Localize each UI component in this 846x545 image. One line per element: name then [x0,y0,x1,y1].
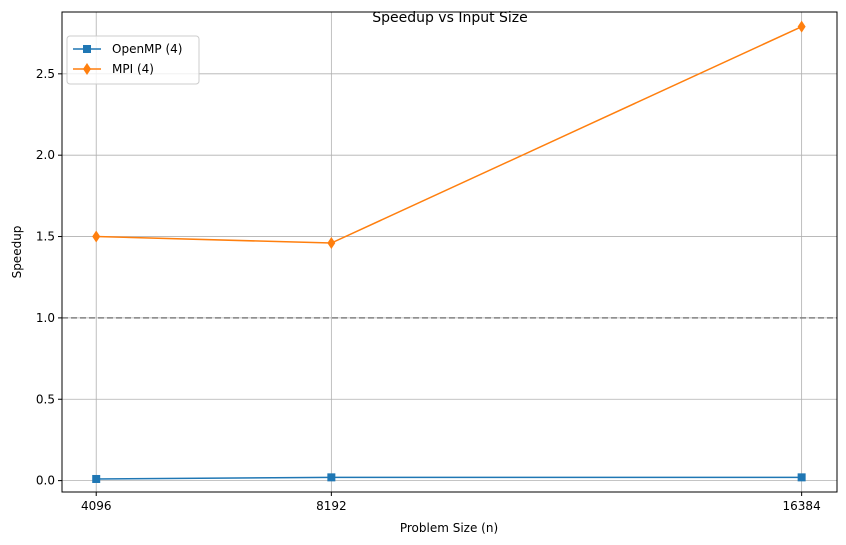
chart-title: Speedup vs Input Size [372,10,528,26]
data-point-mpi-4 [92,230,101,243]
series-line-mpi-4 [96,25,802,244]
series-layer [92,20,806,483]
legend-box [66,35,200,85]
plot-frame [61,11,838,493]
x-tick-label: 8192 [316,499,347,513]
legend-marker-mpi-4 [83,63,91,75]
y-tick-label: 2.5 [36,67,55,81]
data-point-mpi-4 [797,20,806,33]
data-point-openmp-4 [797,473,806,482]
data-point-openmp-4 [92,474,101,483]
y-tick-label: 2.0 [36,148,55,162]
legend-label-mpi-4: MPI (4) [112,62,154,76]
data-point-openmp-4 [327,473,336,482]
ticks: 4096 8192 16384 0.0 0.5 1.0 1.5 2.0 2.5 [36,67,821,513]
legend-label-openmp-4: OpenMP (4) [112,42,182,56]
x-axis-label: Problem Size (n) [400,521,498,535]
y-tick-label: 1.0 [36,311,55,325]
x-tick-label: 4096 [81,499,112,513]
x-tick-label: 16384 [783,499,821,513]
legend-marker-openmp-4 [83,45,91,53]
series-line-openmp-4 [96,476,802,480]
data-point-mpi-4 [327,237,336,250]
y-tick-label: 0.5 [36,392,55,406]
y-tick-label: 0.0 [36,474,55,488]
y-tick-label: 1.5 [36,230,55,244]
y-axis-label: Speedup [10,226,24,279]
legend: OpenMP (4) MPI (4) [66,35,200,85]
